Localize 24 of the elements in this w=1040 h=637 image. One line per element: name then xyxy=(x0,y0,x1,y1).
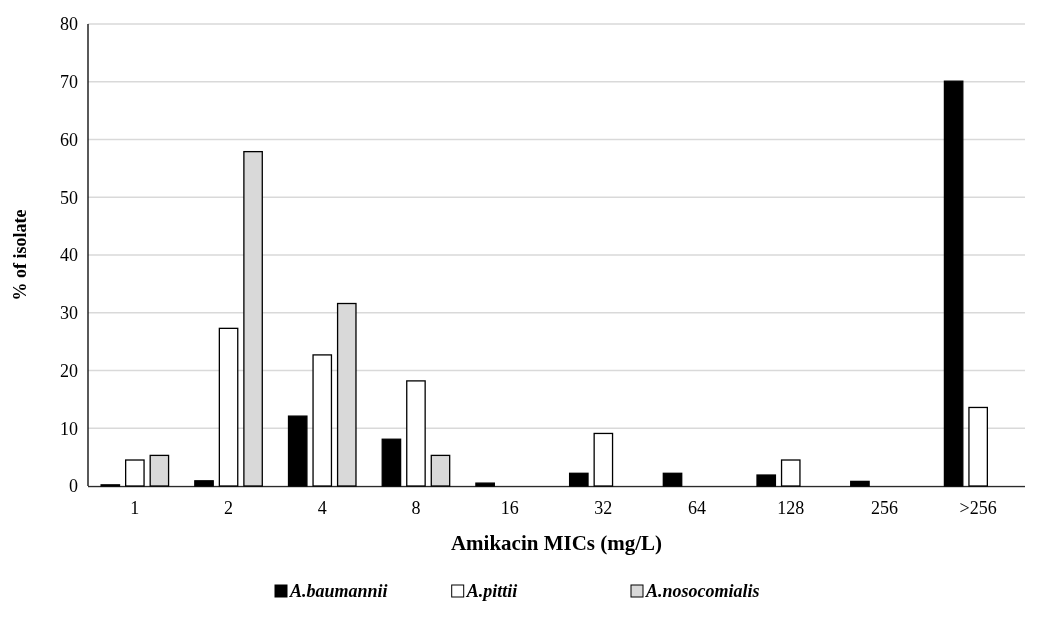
y-tick-label: 70 xyxy=(60,72,78,93)
x-tick-label: 8 xyxy=(411,498,421,518)
y-tick-label: 0 xyxy=(69,476,78,497)
y-tick-label: 20 xyxy=(60,360,78,381)
y-tick-label: 40 xyxy=(60,245,78,266)
y-tick-label: 50 xyxy=(60,187,78,208)
x-tick-label: 256 xyxy=(870,498,898,518)
x-axis-title: Amikacin MICs (mg/L) xyxy=(450,531,663,555)
x-tick-label: 4 xyxy=(317,498,327,518)
x-tick-label: 64 xyxy=(688,498,707,518)
x-tick-label: 1 xyxy=(130,498,140,518)
y-axis-title: % of isolate xyxy=(10,209,30,301)
y-tick-label: 30 xyxy=(60,303,78,324)
x-tick-label: 2 xyxy=(224,498,234,518)
x-tick-label: 16 xyxy=(500,498,519,518)
y-tick-label: 80 xyxy=(60,14,78,35)
x-tick-label: 32 xyxy=(594,498,613,518)
x-tick-label: 128 xyxy=(777,498,805,518)
legend-label: A.pittii xyxy=(465,581,518,601)
legend-label: A.nosocomialis xyxy=(645,581,760,601)
x-tick-label: >256 xyxy=(959,498,997,518)
y-tick-label: 60 xyxy=(60,129,78,150)
legend-label: A.baumannii xyxy=(289,581,388,601)
y-tick-label: 10 xyxy=(60,418,78,439)
